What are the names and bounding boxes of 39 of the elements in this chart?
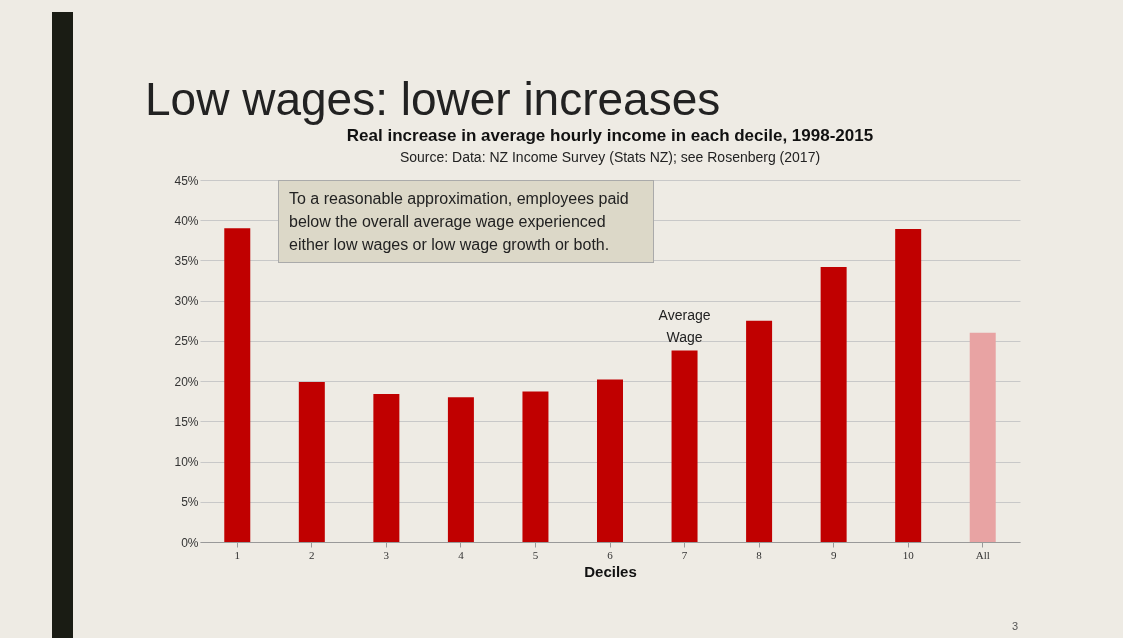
annotation: Average Wage: [658, 306, 711, 345]
bar: [597, 379, 623, 542]
x-tick-label: 1: [234, 548, 241, 561]
x-tick-label: 6: [607, 548, 614, 561]
y-tick-label: 15%: [174, 414, 199, 429]
x-tick-label: 8: [756, 548, 763, 561]
bar: [298, 381, 325, 542]
text: 3: [1012, 620, 1019, 632]
bar: [522, 391, 549, 542]
bar: [746, 320, 773, 542]
y-tick-label: 30%: [174, 294, 199, 309]
x-tick-label: All: [975, 548, 990, 561]
x-tick-label: 5: [532, 548, 539, 561]
bar: [895, 229, 922, 542]
x-tick-label: 3: [383, 548, 390, 561]
x-axis-title: Deciles: [584, 562, 637, 580]
y-tick-label: 45%: [174, 173, 199, 188]
x-tick-label: 4: [458, 548, 465, 561]
y-tick-label: 10%: [174, 455, 199, 470]
y-tick-label: 25%: [174, 334, 199, 349]
y-tick-label: 5%: [181, 495, 199, 510]
annotation: To a reasonable approximation, employees paid below the overall average wage experienced either low wages or low wage growth or both.: [278, 180, 654, 263]
x-tick-label: 2: [309, 548, 315, 561]
y-tick-label: 0%: [181, 535, 199, 550]
y-tick-label: 20%: [174, 374, 199, 389]
bar: [969, 332, 996, 542]
y-tick-label: 40%: [174, 213, 199, 228]
bar: [447, 397, 474, 542]
x-tick-label: 9: [830, 548, 837, 561]
source-note: Source: Data: NZ Income Survey (Stats NZ); see Rosenberg (2017): [399, 149, 821, 165]
x-tick-label: 10: [902, 548, 915, 561]
bar: [820, 266, 847, 542]
x-tick-label: 7: [681, 548, 688, 561]
bar: [373, 393, 400, 542]
bar: [224, 228, 251, 542]
bar: [671, 350, 698, 542]
chart-subtitle: Real increase in average hourly income in each decile, 1998-2015: [346, 126, 874, 145]
y-tick-label: 35%: [174, 253, 199, 268]
chart-title: Low wages: lower increases: [145, 72, 721, 126]
